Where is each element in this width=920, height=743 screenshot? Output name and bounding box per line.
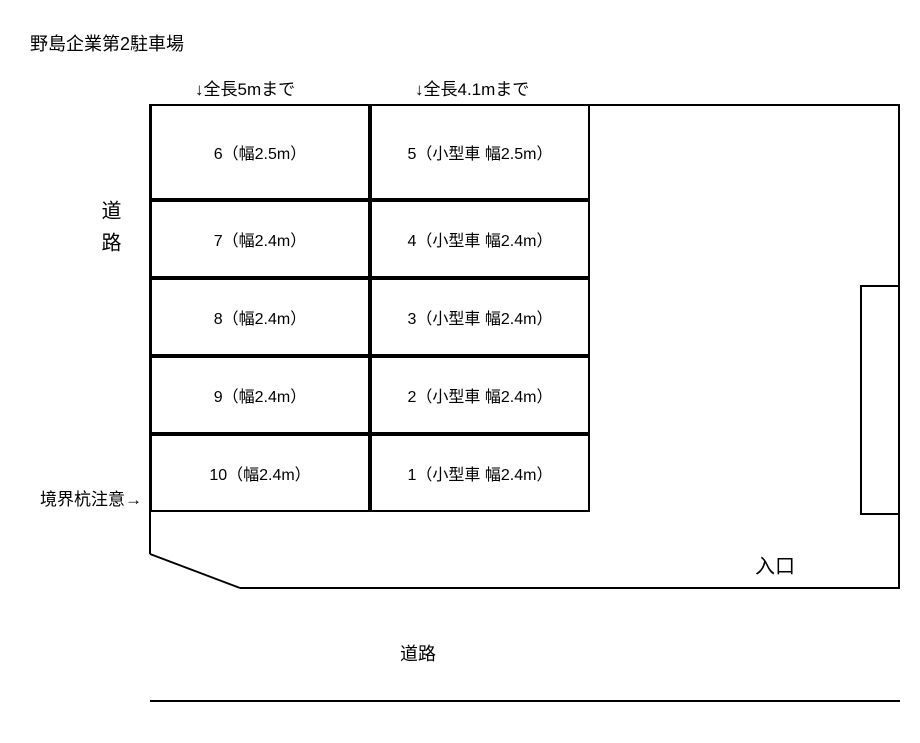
diagram-title: 野島企業第2駐車場 — [30, 30, 184, 56]
column-header-left: ↓全長5mまで — [195, 75, 295, 100]
entrance-label: 入口 — [755, 550, 795, 579]
boundary-warning-label: 境界杭注意→ — [40, 485, 142, 510]
parking-space: 10（幅2.4m） — [150, 434, 370, 512]
parking-space: 6（幅2.5m） — [150, 104, 370, 200]
parking-space-label: 5（小型車 幅2.5m） — [408, 140, 553, 164]
parking-space-label: 1（小型車 幅2.4m） — [408, 461, 553, 485]
bottom-boundary-line — [150, 700, 900, 702]
bottom-road-label: 道路 — [400, 640, 436, 666]
parking-space: 9（幅2.4m） — [150, 356, 370, 434]
parking-space: 3（小型車 幅2.4m） — [370, 278, 590, 356]
parking-space-label: 6（幅2.5m） — [214, 140, 306, 164]
parking-space-label: 2（小型車 幅2.4m） — [408, 383, 553, 407]
parking-space-label: 4（小型車 幅2.4m） — [408, 227, 553, 251]
parking-space-label: 3（小型車 幅2.4m） — [408, 305, 553, 329]
parking-space: 7（幅2.4m） — [150, 200, 370, 278]
column-header-right: ↓全長4.1mまで — [415, 75, 529, 100]
parking-space: 4（小型車 幅2.4m） — [370, 200, 590, 278]
parking-space: 2（小型車 幅2.4m） — [370, 356, 590, 434]
right-side-structure — [860, 285, 900, 515]
side-road-label: 道路 — [95, 200, 124, 264]
parking-space: 5（小型車 幅2.5m） — [370, 104, 590, 200]
parking-space-label: 8（幅2.4m） — [214, 305, 306, 329]
parking-space: 1（小型車 幅2.4m） — [370, 434, 590, 512]
parking-diagram: 野島企業第2駐車場 ↓全長5mまで ↓全長4.1mまで 道路 境界杭注意→ 6（… — [20, 20, 900, 720]
parking-space-label: 9（幅2.4m） — [214, 383, 306, 407]
parking-space: 8（幅2.4m） — [150, 278, 370, 356]
parking-space-label: 7（幅2.4m） — [214, 227, 306, 251]
parking-space-label: 10（幅2.4m） — [209, 461, 310, 485]
